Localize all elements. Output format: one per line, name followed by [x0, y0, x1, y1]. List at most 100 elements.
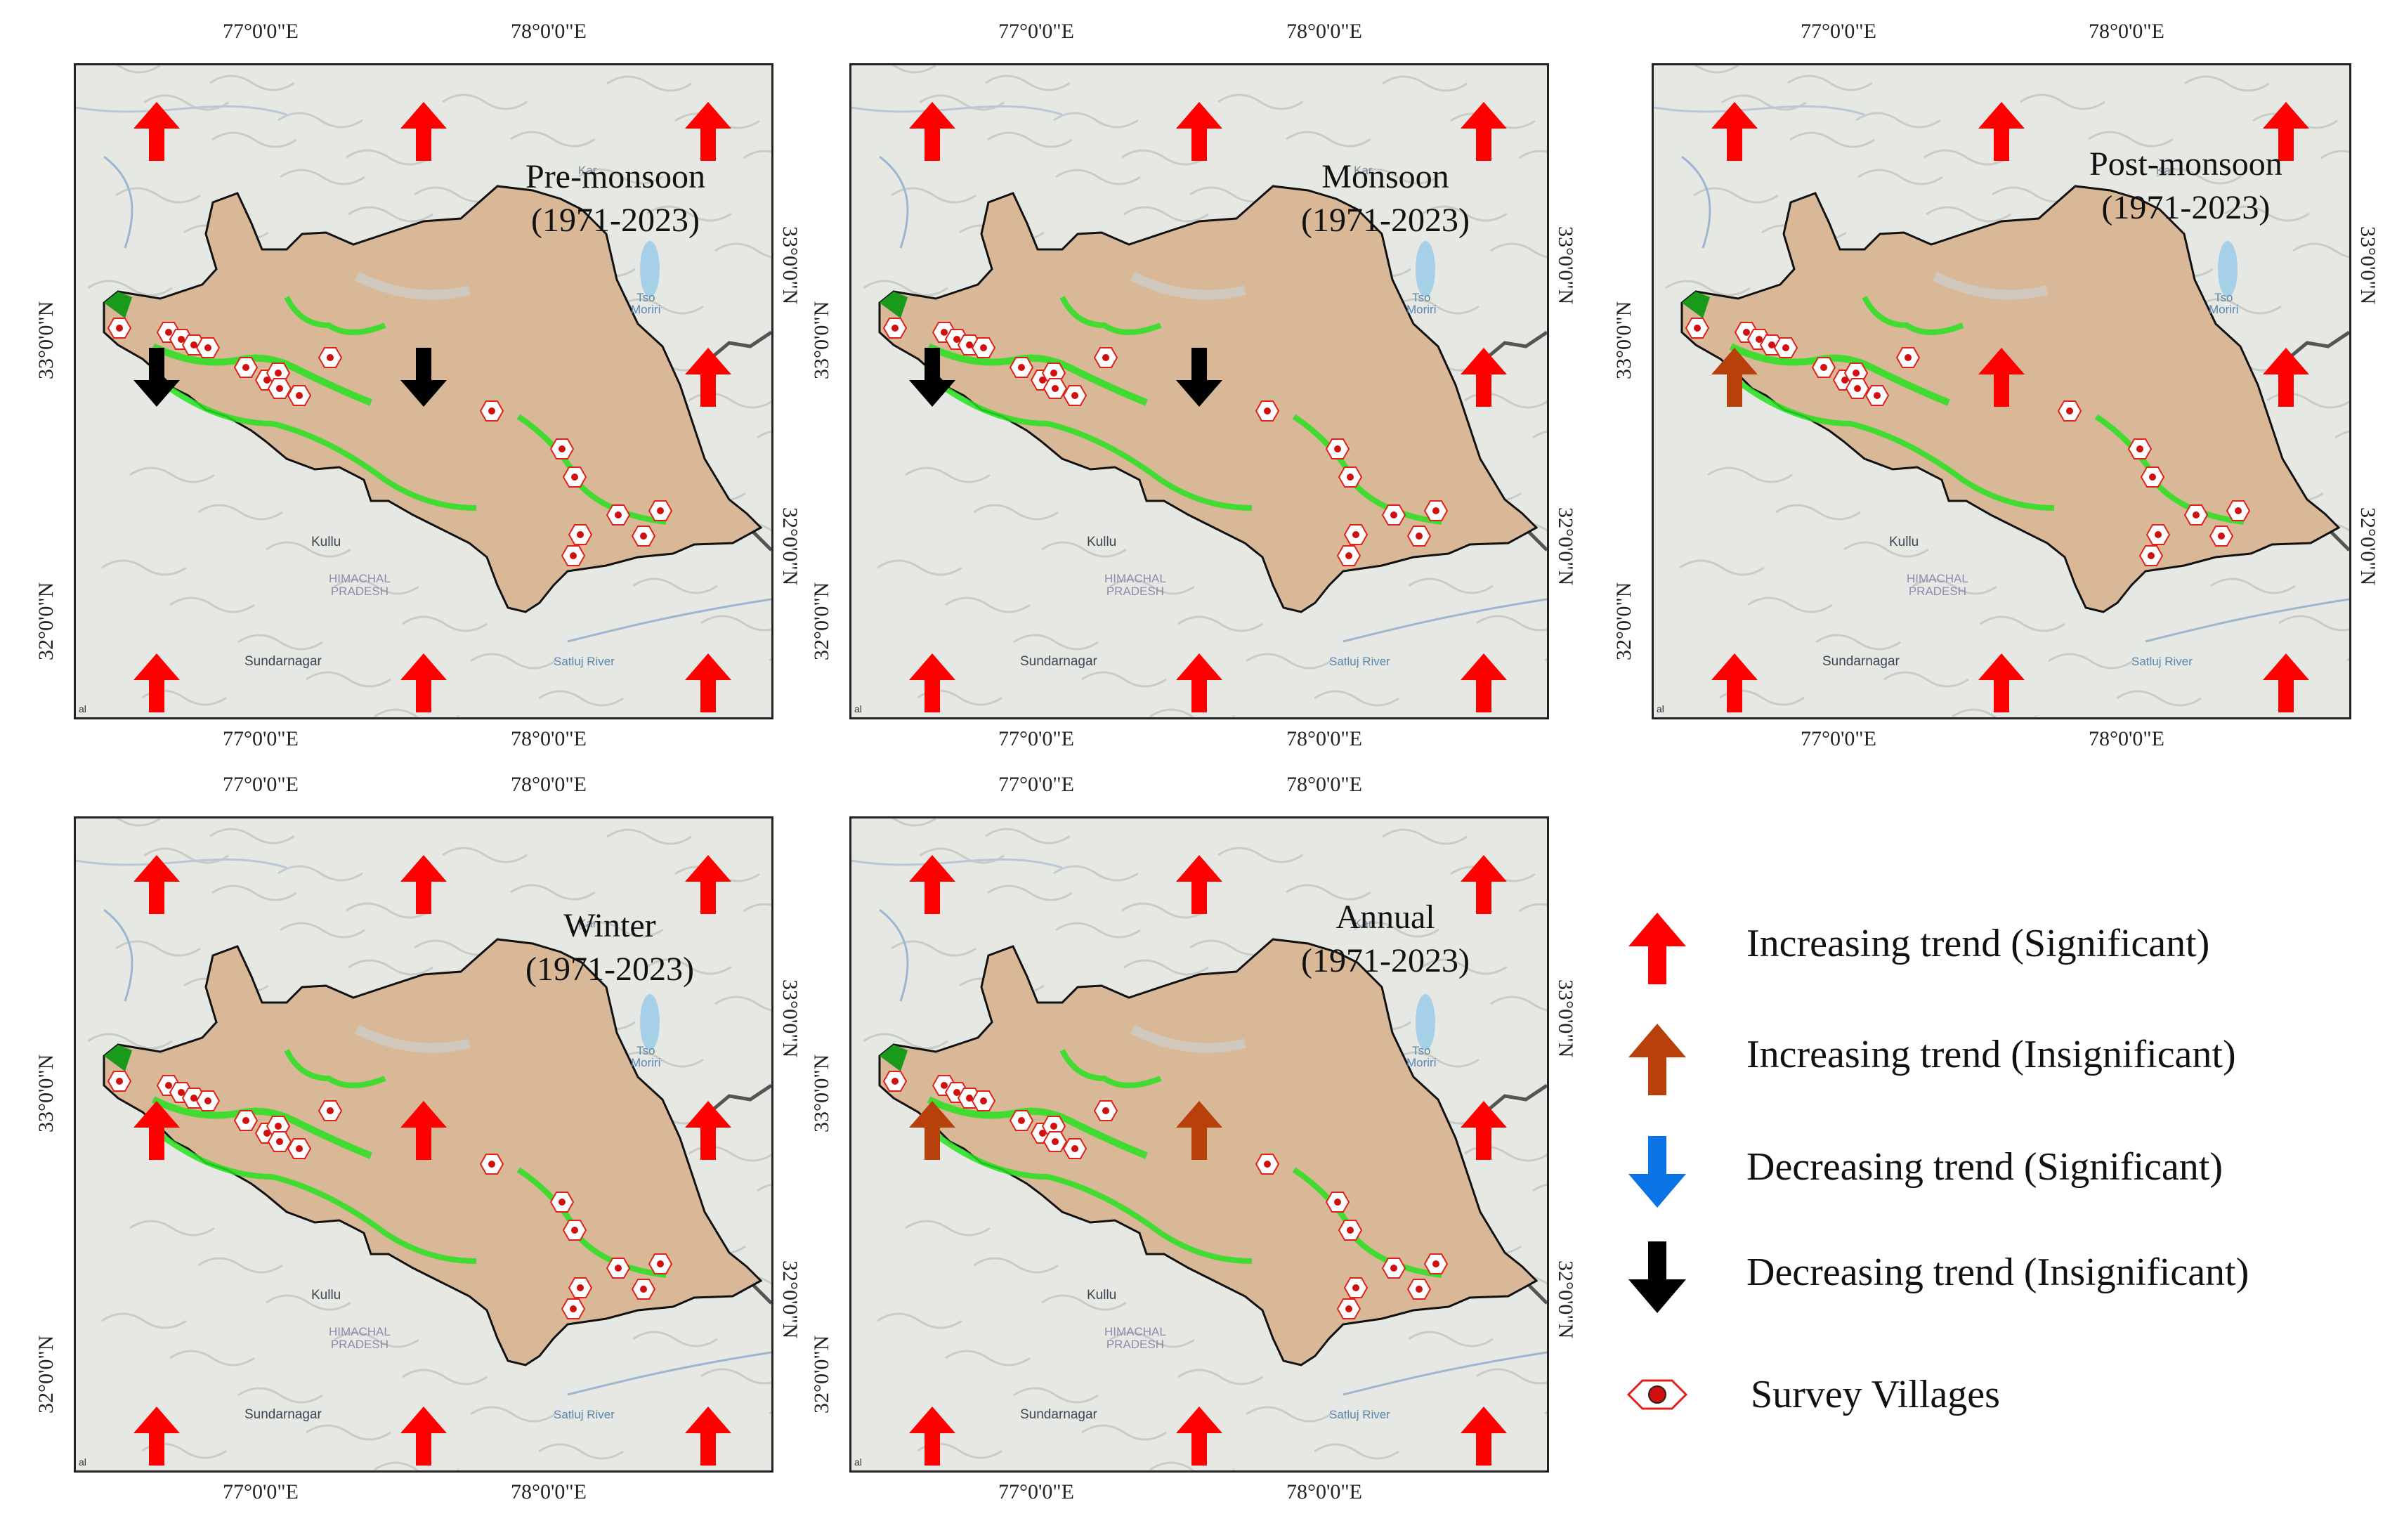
- place-label-himachal: HIMACHAL: [329, 572, 391, 585]
- basin-boundary: [103, 938, 763, 1366]
- right-lat-label-33: 33°0'0"N: [778, 226, 802, 305]
- arrow-up-icon: [133, 653, 180, 712]
- arrow-up-icon: [909, 1101, 955, 1160]
- map-frame: Kullu HIMACHAL PRADESH Sundarnagar Tso M…: [849, 816, 1549, 1473]
- top-lon-label-77: 77°0'0"E: [1801, 20, 1876, 43]
- arrow-up-icon: [1176, 653, 1222, 712]
- bottom-lon-label-77: 77°0'0"E: [998, 1480, 1074, 1503]
- basin-boundary: [878, 185, 1539, 613]
- village-marker: [1093, 1100, 1118, 1121]
- village-marker: [1864, 385, 1890, 406]
- village-marker: [562, 1220, 587, 1241]
- place-label-himachal-pradesh: HIMACHAL PRADESH: [329, 573, 391, 598]
- arrow-up-icon: [1711, 653, 1758, 712]
- village-marker: [1406, 1279, 1432, 1300]
- place-label-tso: Tso: [636, 1044, 655, 1057]
- village-marker: [2209, 526, 2234, 547]
- place-label-kullu: Kullu: [311, 535, 341, 549]
- arrow-up-icon: [685, 855, 731, 914]
- season-title-name: Winter: [563, 907, 656, 944]
- basin-boundary: [103, 185, 763, 613]
- village-marker: [233, 357, 259, 378]
- right-lat-label-33: 33°0'0"N: [778, 979, 802, 1058]
- legend-row-decreasing-significant: Decreasing trend (Significant): [1623, 1133, 2382, 1218]
- arrow-up-icon: [1978, 653, 2025, 712]
- left-lat-label-33: 33°0'0"N: [34, 301, 58, 379]
- village-marker: [882, 318, 908, 339]
- place-label-moriri: Moriri: [631, 303, 661, 316]
- right-lat-label-32: 32°0'0"N: [2356, 507, 2379, 586]
- village-marker: [318, 1100, 343, 1121]
- village-marker: [1338, 1220, 1363, 1241]
- map-attribution: al: [79, 703, 86, 714]
- arrow-up-icon: [400, 1407, 447, 1466]
- place-label-river: Satluj River: [1329, 655, 1390, 668]
- hexagon-dot-icon: [1627, 1379, 1687, 1410]
- arrow-up-icon: [2263, 653, 2309, 712]
- arrow-up-icon: [685, 1101, 731, 1160]
- place-label-pradesh: PRADESH: [1106, 1338, 1165, 1351]
- bottom-lon-label-78: 78°0'0"E: [511, 1480, 587, 1503]
- village-marker: [1381, 1258, 1406, 1279]
- village-marker: [107, 1071, 132, 1092]
- village-marker: [1406, 526, 1432, 547]
- season-title-period: (1971-2023): [525, 951, 694, 988]
- top-lon-label-77: 77°0'0"E: [998, 773, 1074, 796]
- place-label-tso-moriri: Tso Moriri: [631, 1045, 661, 1069]
- right-lat-label-33: 33°0'0"N: [2356, 226, 2379, 305]
- village-marker: [233, 1110, 259, 1131]
- arrow-up-icon: [1978, 348, 2025, 407]
- right-lat-label-32: 32°0'0"N: [778, 1260, 802, 1339]
- village-marker: [1325, 438, 1350, 459]
- place-label-kullu: Kullu: [1889, 535, 1919, 549]
- village-marker: [195, 337, 221, 358]
- place-label-tso-moriri: Tso Moriri: [2209, 292, 2239, 315]
- season-title-name: Monsoon: [1321, 158, 1449, 195]
- village-marker: [648, 1253, 673, 1274]
- village-marker: [1338, 466, 1363, 488]
- top-lon-label-77: 77°0'0"E: [223, 773, 299, 796]
- village-marker: [549, 438, 575, 459]
- arrow-up-icon: [400, 653, 447, 712]
- arrow-up-icon: [909, 653, 955, 712]
- left-lat-label-33: 33°0'0"N: [810, 301, 833, 379]
- village-marker: [1043, 1131, 1068, 1152]
- arrow-up-icon: [133, 102, 180, 161]
- arrow-up-icon: [1461, 348, 1507, 407]
- map-frame: Kullu HIMACHAL PRADESH Sundarnagar Tso M…: [74, 816, 773, 1473]
- arrow-up-icon: [1176, 1407, 1222, 1466]
- bottom-lon-label-77: 77°0'0"E: [1801, 727, 1876, 750]
- map-frame: Kullu HIMACHAL PRADESH Sundarnagar Tso M…: [849, 63, 1549, 719]
- arrow-up-icon: [1461, 102, 1507, 161]
- place-label-river: Satluj River: [554, 1408, 615, 1421]
- arrow-up-icon: [685, 348, 731, 407]
- village-marker: [562, 466, 587, 488]
- top-lon-label-78: 78°0'0"E: [511, 773, 587, 796]
- basin-boundary: [1680, 185, 2341, 613]
- season-title-period: (1971-2023): [1301, 942, 1470, 979]
- place-label-himachal: HIMACHAL: [1104, 572, 1166, 585]
- map-frame: Kullu HIMACHAL PRADESH Sundarnagar Tso M…: [1652, 63, 2351, 719]
- village-marker: [1845, 378, 1870, 399]
- village-marker: [479, 400, 504, 422]
- village-marker: [1423, 500, 1449, 521]
- place-label-himachal: HIMACHAL: [1104, 1325, 1166, 1338]
- place-label-kar: Kar: [578, 917, 597, 930]
- village-marker: [287, 1138, 312, 1159]
- bottom-lon-label-78: 78°0'0"E: [2089, 727, 2164, 750]
- left-lat-label-33: 33°0'0"N: [1612, 301, 1635, 379]
- arrow-up-icon: [909, 855, 955, 914]
- arrow-up-icon: [1461, 1101, 1507, 1160]
- bottom-lon-label-78: 78°0'0"E: [511, 727, 587, 750]
- village-marker: [2226, 500, 2251, 521]
- village-marker: [606, 504, 631, 526]
- village-marker: [648, 500, 673, 521]
- village-marker: [318, 347, 343, 368]
- arrow-up-icon: [1176, 1101, 1222, 1160]
- arrow-up-icon: [685, 102, 731, 161]
- arrow-up-icon: [2263, 102, 2309, 161]
- season-title-period: (1971-2023): [1301, 202, 1470, 239]
- arrow-up-icon: [685, 1407, 731, 1466]
- place-label-himachal: HIMACHAL: [1907, 572, 1968, 585]
- legend-label-survey-villages: Survey Villages: [1751, 1373, 2000, 1416]
